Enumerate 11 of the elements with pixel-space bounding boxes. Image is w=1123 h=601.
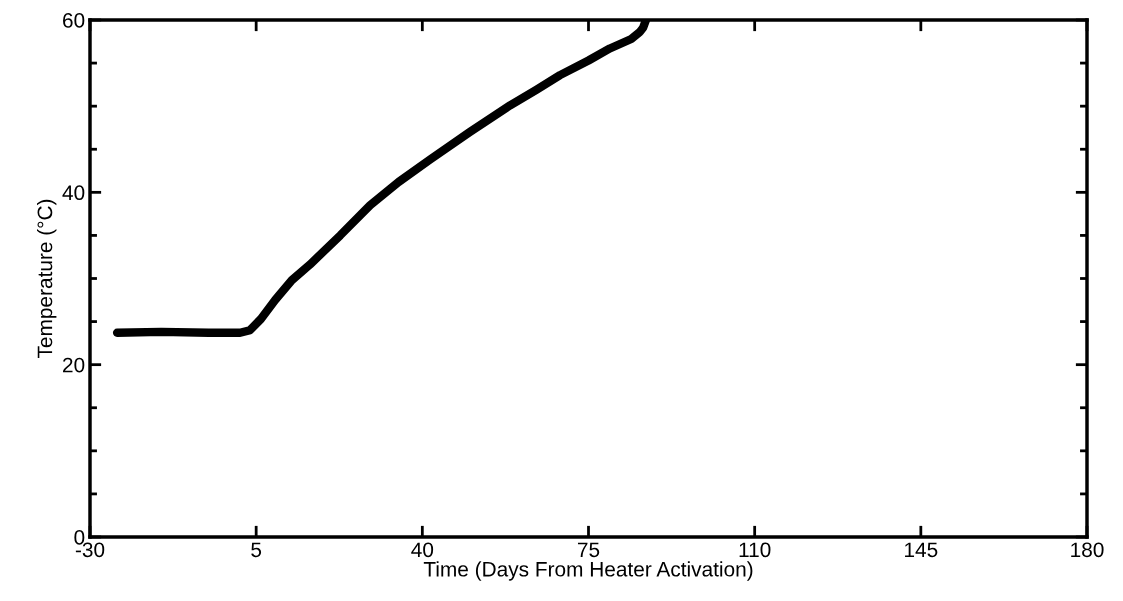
x-tick-label: 110 [739,542,771,558]
x-axis-title: Time (Days From Heater Activation) [423,561,753,581]
x-tick-label: 180 [1071,542,1104,558]
y-tick-label: 20 [63,357,85,373]
x-tick-label: 145 [905,542,938,558]
x-tick-label: 75 [577,542,600,558]
x-tick-label: 5 [251,542,262,558]
x-tick-label: 40 [411,542,434,558]
y-tick-label: 40 [62,185,85,201]
y-tick-label: 60 [63,13,85,28]
y-axis-title: Temperature (°C) [36,199,57,359]
